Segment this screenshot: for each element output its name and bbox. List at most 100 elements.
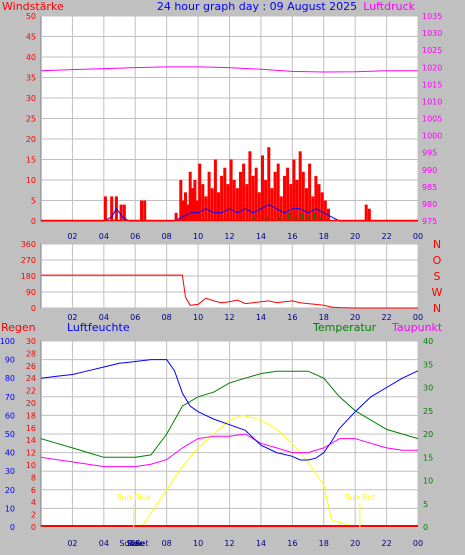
green-bar [313, 212, 316, 221]
gust-bar [270, 188, 274, 221]
x-tick-label: 10 [193, 539, 203, 548]
sunset-bottom-label: Sun [126, 539, 141, 548]
temperature-y-tick-label: 0 [423, 523, 428, 532]
x-tick-label: 00 [413, 313, 423, 322]
temperature-y-axis-labels: 0 5 10 15 20 25 30 35 40 [423, 337, 433, 532]
pressure-y-tick-label: 1035 [422, 12, 442, 21]
x-tick-label: 16 [287, 232, 297, 241]
pressure-y-tick-label: 980 [422, 200, 437, 209]
gust-bar [242, 163, 246, 221]
gust-bar [232, 180, 236, 221]
x-tick-label: 20 [350, 539, 360, 548]
gust-bar [181, 200, 185, 221]
humidity-y-tick-label: 40 [5, 449, 15, 458]
wind-y-tick-label: 0 [31, 217, 36, 226]
rain-y-tick-label: 0 [31, 523, 36, 532]
gust-bar [305, 188, 308, 221]
compass-label: O [433, 254, 442, 267]
gust-bar [220, 175, 224, 221]
x-tick-label: 06 [130, 539, 140, 548]
gust-bar [289, 184, 293, 221]
temp-x-axis-labels: 02 04 06 08 10 12 14 16 18 20 22 00 [67, 539, 423, 548]
humidity-y-tick-label: 100 [0, 337, 15, 346]
direction-y-tick-label: 0 [31, 304, 36, 313]
sunrise-bottom-label: Sun [119, 539, 134, 548]
x-tick-label: 16 [287, 539, 297, 548]
x-tick-label: 20 [350, 313, 360, 322]
solar-line [41, 414, 418, 528]
temperature-label: Temperatur [312, 321, 377, 334]
humidity-y-tick-label: 70 [5, 393, 15, 402]
dewpoint-label: Taupunkt [391, 321, 443, 334]
x-tick-label: 14 [256, 232, 266, 241]
gust-bar [311, 196, 315, 221]
gust-bar [193, 180, 197, 221]
green-bar [266, 216, 269, 221]
x-tick-label: 10 [193, 232, 203, 241]
x-tick-label: 22 [381, 313, 391, 322]
gust-bar [248, 151, 252, 221]
x-tick-label: 02 [67, 232, 77, 241]
compass-label: W [432, 286, 443, 299]
gust-bar [254, 167, 258, 221]
gust-bar [273, 171, 277, 221]
direction-y-axis-labels: 0 90 180 270 360 [21, 240, 36, 313]
temperature-y-tick-label: 10 [423, 477, 433, 486]
direction-x-axis-labels: 02 04 06 08 10 12 14 16 18 20 22 00 [67, 313, 423, 322]
gust-bar [201, 184, 205, 221]
rain-y-tick-label: 24 [26, 374, 36, 383]
pressure-y-tick-label: 1025 [422, 46, 442, 55]
x-tick-label: 08 [162, 539, 172, 548]
x-tick-label: 10 [193, 313, 203, 322]
header-left-label: Windstärke [2, 0, 64, 13]
x-tick-label: 12 [224, 232, 234, 241]
gust-bar [140, 200, 143, 221]
gust-bar [301, 171, 305, 221]
humidity-y-axis-labels: 0 10 20 30 40 50 60 70 80 90 100 [0, 337, 15, 532]
rain-y-tick-label: 4 [31, 498, 36, 507]
green-bar [278, 216, 281, 221]
gust-bar [174, 212, 178, 221]
sunrise-bottom-label: Rise [128, 539, 145, 548]
x-tick-label: 12 [224, 539, 234, 548]
gust-bar [292, 159, 296, 221]
sunset-label: Sun Set [344, 493, 375, 502]
x-tick-label: 06 [130, 232, 140, 241]
pressure-y-tick-label: 975 [422, 217, 437, 226]
gust-bar [207, 171, 211, 221]
x-tick-label: 08 [162, 313, 172, 322]
gust-bar [295, 180, 299, 221]
temperature-y-tick-label: 30 [423, 384, 433, 393]
pressure-y-axis-labels: 975 980 985 990 995 1000 1005 1010 1015 1020 1025 1… [422, 12, 442, 226]
temperature-line [40, 370, 419, 458]
gust-bar [188, 171, 192, 221]
rain-y-tick-label: 16 [26, 424, 36, 433]
compass-label: N [433, 302, 441, 315]
wind-y-tick-label: 25 [26, 115, 36, 124]
green-bar [294, 216, 297, 221]
x-tick-label: 14 [256, 313, 266, 322]
gust-bar [367, 208, 371, 221]
x-tick-label: 18 [319, 539, 329, 548]
direction-panel-grid [41, 243, 419, 309]
chart-title: 24 hour graph day : 09 August 2025 [157, 0, 357, 13]
gust-bar [308, 163, 312, 221]
x-tick-label: 06 [130, 313, 140, 322]
pressure-y-tick-label: 1005 [422, 115, 442, 124]
gust-bar [314, 175, 318, 221]
gust-bar [110, 196, 114, 221]
gust-bar [276, 163, 280, 221]
x-tick-label: 22 [381, 232, 391, 241]
wind-y-tick-label: 30 [26, 94, 36, 103]
green-bar [288, 212, 291, 221]
x-tick-label: 02 [67, 313, 77, 322]
rain-y-tick-label: 22 [26, 387, 36, 396]
gust-bar [210, 188, 214, 221]
temperature-y-tick-label: 40 [423, 337, 433, 346]
x-tick-label: 18 [319, 313, 329, 322]
compass-label: S [434, 270, 441, 283]
